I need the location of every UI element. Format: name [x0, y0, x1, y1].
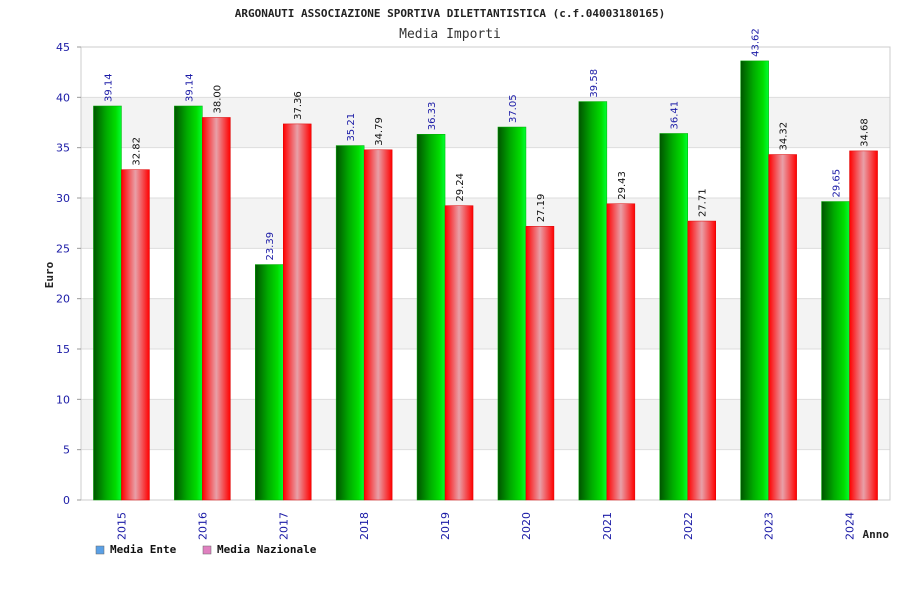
data-label: 39.14 [103, 73, 114, 102]
data-label: 34.79 [374, 117, 385, 146]
y-tick-label: 10 [56, 393, 70, 406]
data-label: 39.58 [589, 69, 600, 98]
bar-media-nazionale-2021 [606, 203, 636, 501]
y-tick-label: 35 [56, 142, 70, 155]
data-label: 34.32 [779, 122, 790, 151]
data-label: 36.41 [670, 101, 681, 130]
y-axis-ticks: 0 5 10 15 20 25 30 35 40 45 [56, 41, 81, 507]
x-tick-label: 2018 [358, 512, 371, 540]
bar-media-ente-2019 [416, 134, 446, 501]
data-label: 36.33 [427, 102, 438, 131]
bars [93, 60, 878, 501]
bar-media-ente-2021 [578, 101, 608, 501]
x-tick-label: 2022 [682, 512, 695, 540]
legend-label: Media Nazionale [217, 543, 317, 556]
x-axis-title: Anno [863, 528, 890, 541]
bar-media-ente-2015 [93, 105, 122, 501]
chart-title: ARGONAUTI ASSOCIAZIONE SPORTIVA DILETTAN… [235, 7, 665, 20]
data-label: 34.68 [860, 118, 871, 147]
y-tick-label: 20 [56, 293, 70, 306]
data-label: 38.00 [212, 85, 223, 114]
y-tick-label: 25 [56, 242, 70, 255]
y-tick-label: 15 [56, 343, 70, 356]
y-tick-label: 45 [56, 41, 70, 54]
y-tick-label: 5 [63, 444, 70, 457]
bar-media-nazionale-2018 [363, 149, 393, 501]
x-tick-label: 2019 [439, 512, 452, 540]
x-tick-label: 2023 [763, 512, 776, 540]
y-tick-label: 30 [56, 192, 70, 205]
x-tick-label: 2017 [277, 512, 290, 540]
data-label: 29.24 [455, 173, 466, 202]
data-label: 43.62 [751, 28, 762, 57]
data-label: 27.71 [698, 188, 709, 217]
legend: Media Ente Media Nazionale [95, 543, 317, 556]
bar-media-ente-2016 [174, 105, 203, 501]
legend-label: Media Ente [110, 543, 177, 556]
data-label: 23.39 [265, 232, 276, 261]
bar-media-nazionale-2015 [121, 169, 150, 501]
y-axis-title: Euro [43, 261, 56, 288]
bar-media-nazionale-2024 [849, 150, 878, 501]
data-label: 29.65 [832, 169, 843, 198]
bar-media-nazionale-2017 [283, 123, 312, 501]
bar-media-ente-2022 [659, 133, 688, 501]
value-labels: 39.14 32.82 39.14 38.00 23.39 37.36 35.21 34.79… [103, 28, 870, 260]
data-label: 29.43 [617, 171, 628, 200]
data-label: 32.82 [131, 137, 142, 166]
x-tick-label: 2016 [196, 512, 209, 540]
chart-subtitle: Media Importi [399, 27, 501, 42]
bar-media-ente-2024 [821, 201, 850, 501]
data-label: 37.36 [293, 91, 304, 120]
data-label: 39.14 [184, 73, 195, 102]
y-tick-label: 0 [63, 494, 70, 507]
x-axis-ticks: 2015 2016 2017 2018 2019 2020 2021 2022 2023 2024 [115, 512, 856, 540]
bar-media-ente-2018 [335, 145, 365, 501]
bar-media-ente-2017 [255, 264, 284, 501]
x-tick-label: 2015 [115, 512, 128, 540]
bar-media-nazionale-2022 [687, 220, 716, 501]
x-tick-label: 2020 [520, 512, 533, 540]
x-tick-label: 2024 [844, 512, 857, 540]
bar-media-nazionale-2016 [202, 117, 231, 501]
data-label: 37.05 [508, 94, 519, 123]
x-tick-label: 2021 [601, 512, 614, 540]
bar-media-nazionale-2020 [525, 226, 555, 501]
bar-media-nazionale-2023 [768, 154, 797, 501]
legend-swatch [202, 545, 212, 555]
plot-border [80, 46, 891, 501]
y-tick-label: 40 [56, 91, 70, 104]
data-label: 27.19 [536, 194, 547, 223]
bar-media-nazionale-2019 [444, 205, 474, 501]
bar-media-ente-2020 [497, 126, 527, 501]
data-label: 35.21 [346, 113, 357, 142]
bar-media-ente-2023 [740, 60, 769, 501]
legend-swatch [95, 545, 105, 555]
